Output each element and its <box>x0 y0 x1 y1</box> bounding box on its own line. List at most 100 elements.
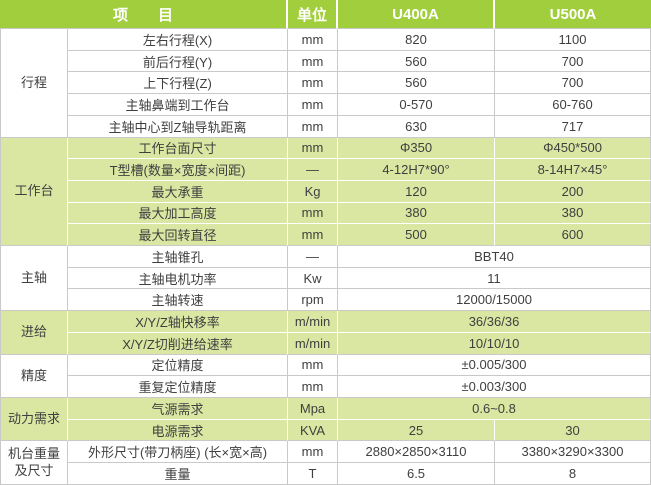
unit-cell: m/min <box>288 311 339 333</box>
table-row: 动力需求 气源需求 Mpa 0.6~0.8 <box>0 397 651 442</box>
group-label-worktable: 工作台 <box>0 137 68 247</box>
unit-cell: T <box>288 463 339 485</box>
value-cell-u400a: Φ350 <box>338 137 496 160</box>
table-row: 工作台 工作台面尺寸 mm Φ350 Φ450*500 <box>0 137 651 247</box>
value-cell-u400a: 25 <box>338 419 496 442</box>
table-row: 行程 左右行程(X) mm 820 1100 <box>0 29 651 138</box>
unit-cell: Kw <box>288 267 339 290</box>
item-cell: 重量 <box>68 463 289 485</box>
header-unit: 单位 <box>288 0 339 29</box>
unit-cell: mm <box>288 376 339 398</box>
item-cell: 主轴锥孔 <box>68 246 289 268</box>
table-row: 最大回转直径 mm 500 600 <box>0 224 651 247</box>
table-row: 机台重量及尺寸 外形尺寸(带刀柄座) (长×宽×高) mm 2880×2850×… <box>0 441 651 485</box>
value-cell-u400a: 120 <box>338 180 496 203</box>
value-cell-shared: 36/36/36 <box>338 311 651 333</box>
value-cell-u400a: 2880×2850×3110 <box>338 441 496 464</box>
table-row: 主轴中心到Z轴导轨距离 mm 630 717 <box>0 115 651 138</box>
value-cell-u400a: 630 <box>338 115 496 138</box>
unit-cell: mm <box>288 72 339 95</box>
table-row: 进给 X/Y/Z轴快移率 m/min 36/36/36 <box>0 311 651 355</box>
table-row: 主轴鼻端到工作台 mm 0-570 60-760 <box>0 94 651 116</box>
group-label-feed: 进给 <box>0 311 68 355</box>
unit-cell: mm <box>288 94 339 116</box>
value-cell-u400a: 820 <box>338 29 496 51</box>
item-cell: X/Y/Z轴快移率 <box>68 311 289 333</box>
group-label-spindle: 主轴 <box>0 246 68 312</box>
table-row: 主轴转速 rpm 12000/15000 <box>0 289 651 312</box>
item-cell: 电源需求 <box>68 419 289 442</box>
value-cell-u400a: 560 <box>338 72 496 95</box>
unit-cell: Kg <box>288 180 339 203</box>
item-cell: 主轴电机功率 <box>68 267 289 290</box>
item-cell: 上下行程(Z) <box>68 72 289 95</box>
value-cell-u500a: Φ450*500 <box>495 137 651 160</box>
value-cell-shared: 11 <box>338 267 651 290</box>
value-cell-u500a: 380 <box>495 202 651 225</box>
header-model-u400a: U400A <box>338 0 496 29</box>
header-model-u500a: U500A <box>495 0 651 29</box>
unit-cell: — <box>288 246 339 268</box>
item-cell: 左右行程(X) <box>68 29 289 51</box>
value-cell-shared: 0.6~0.8 <box>338 397 651 420</box>
unit-cell: mm <box>288 29 339 51</box>
value-cell-shared: 12000/15000 <box>338 289 651 312</box>
value-cell-u500a: 200 <box>495 180 651 203</box>
table-row: 主轴 主轴锥孔 — BBT40 <box>0 246 651 312</box>
value-cell-u400a: 380 <box>338 202 496 225</box>
table-row: 前后行程(Y) mm 560 700 <box>0 50 651 73</box>
unit-cell: mm <box>288 115 339 138</box>
unit-cell: — <box>288 159 339 181</box>
value-cell-u500a: 8-14H7×45° <box>495 159 651 181</box>
group-label-weight-size: 机台重量及尺寸 <box>0 441 68 485</box>
value-cell-u400a: 0-570 <box>338 94 496 116</box>
unit-cell: mm <box>288 50 339 73</box>
item-cell: 定位精度 <box>68 354 289 377</box>
table-row: 精度 定位精度 mm ±0.005/300 <box>0 354 651 398</box>
value-cell-u400a: 4-12H7*90° <box>338 159 496 181</box>
item-cell: 外形尺寸(带刀柄座) (长×宽×高) <box>68 441 289 464</box>
table-row: 主轴电机功率 Kw 11 <box>0 267 651 290</box>
value-cell-u500a: 700 <box>495 50 651 73</box>
item-cell: 最大回转直径 <box>68 224 289 247</box>
value-cell-u500a: 3380×3290×3300 <box>495 441 651 464</box>
value-cell-u500a: 717 <box>495 115 651 138</box>
item-cell: 主轴转速 <box>68 289 289 312</box>
table-row: 电源需求 KVA 25 30 <box>0 419 651 442</box>
value-cell-u500a: 30 <box>495 419 651 442</box>
item-cell: 主轴鼻端到工作台 <box>68 94 289 116</box>
item-cell: 主轴中心到Z轴导轨距离 <box>68 115 289 138</box>
item-cell: 工作台面尺寸 <box>68 137 289 160</box>
item-cell: X/Y/Z切削进给速率 <box>68 332 289 355</box>
item-cell: 最大加工高度 <box>68 202 289 225</box>
unit-cell: KVA <box>288 419 339 442</box>
item-cell: 最大承重 <box>68 180 289 203</box>
table-row: 重复定位精度 mm ±0.003/300 <box>0 376 651 398</box>
item-cell: T型槽(数量×宽度×间距) <box>68 159 289 181</box>
value-cell-u500a: 700 <box>495 72 651 95</box>
value-cell-u400a: 560 <box>338 50 496 73</box>
unit-cell: mm <box>288 224 339 247</box>
table-row: 最大加工高度 mm 380 380 <box>0 202 651 225</box>
value-cell-shared: ±0.003/300 <box>338 376 651 398</box>
unit-cell: mm <box>288 441 339 464</box>
header-item: 项 目 <box>0 0 289 29</box>
table-row: 重量 T 6.5 8 <box>0 463 651 485</box>
value-cell-u500a: 1100 <box>495 29 651 51</box>
value-cell-shared: BBT40 <box>338 246 651 268</box>
table-row: T型槽(数量×宽度×间距) — 4-12H7*90° 8-14H7×45° <box>0 159 651 181</box>
value-cell-u500a: 60-760 <box>495 94 651 116</box>
item-cell: 重复定位精度 <box>68 376 289 398</box>
header-row: 项 目 单位 U400A U500A <box>0 0 651 29</box>
value-cell-u400a: 6.5 <box>338 463 496 485</box>
table-row: 上下行程(Z) mm 560 700 <box>0 72 651 95</box>
group-label-accuracy: 精度 <box>0 354 68 398</box>
group-label-power: 动力需求 <box>0 397 68 442</box>
value-cell-shared: ±0.005/300 <box>338 354 651 377</box>
unit-cell: rpm <box>288 289 339 312</box>
group-label-travel: 行程 <box>0 29 68 138</box>
unit-cell: mm <box>288 354 339 377</box>
value-cell-u400a: 500 <box>338 224 496 247</box>
